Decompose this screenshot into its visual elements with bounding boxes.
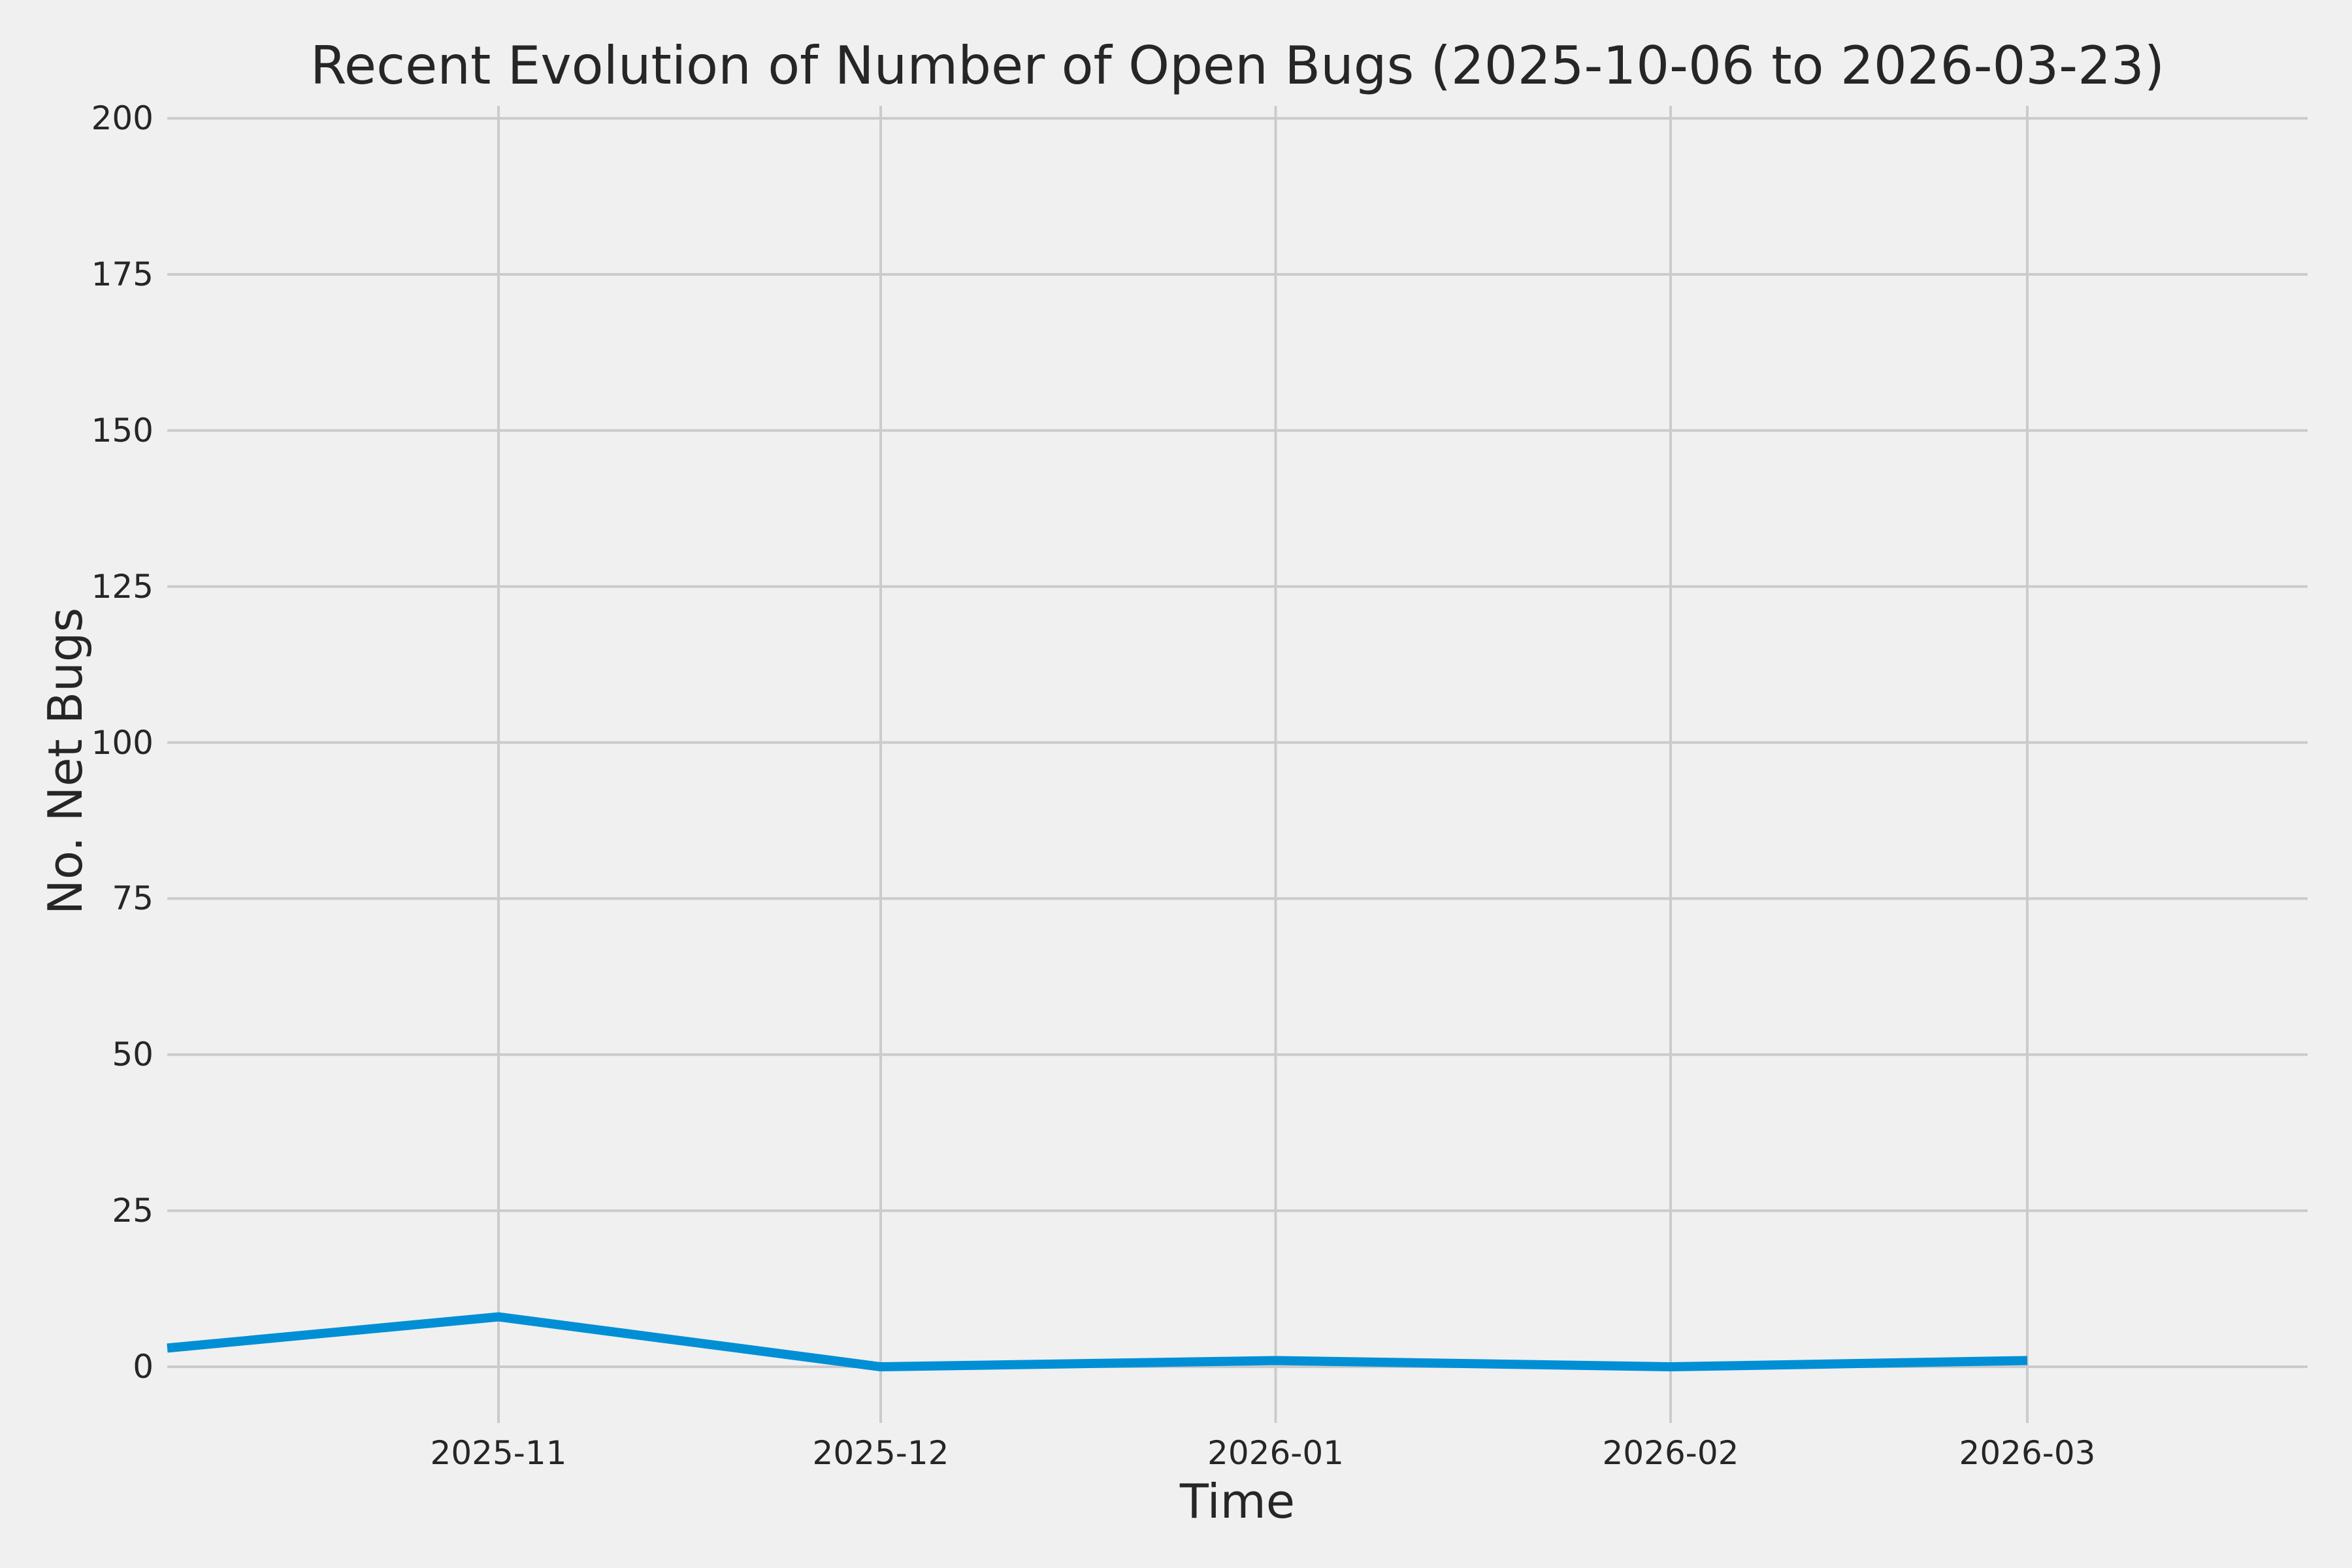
series-layer	[167, 1312, 2028, 1372]
y-tick-label: 125	[91, 567, 154, 606]
series-line-open-bugs	[167, 1312, 2028, 1372]
y-tick-label: 150	[91, 411, 154, 449]
y-tick-label: 25	[112, 1192, 154, 1230]
y-tick-label: 200	[91, 99, 154, 138]
x-axis-label: Time	[1179, 1474, 1296, 1529]
y-tick-label: 100	[91, 723, 154, 762]
x-tick-label: 2026-02	[1602, 1434, 1739, 1472]
x-tick-label: 2026-01	[1207, 1434, 1344, 1472]
y-tick-label: 0	[133, 1348, 154, 1386]
x-tick-label: 2025-12	[812, 1434, 949, 1472]
y-tick-label: 50	[112, 1036, 154, 1074]
x-tick-label: 2026-03	[1959, 1434, 2096, 1472]
y-tick-label: 175	[91, 255, 154, 293]
y-tick-label: 75	[112, 879, 154, 918]
grid-layer	[167, 106, 2308, 1423]
chart-title: Recent Evolution of Number of Open Bugs …	[310, 35, 2165, 96]
x-tick-label: 2025-11	[430, 1434, 567, 1472]
